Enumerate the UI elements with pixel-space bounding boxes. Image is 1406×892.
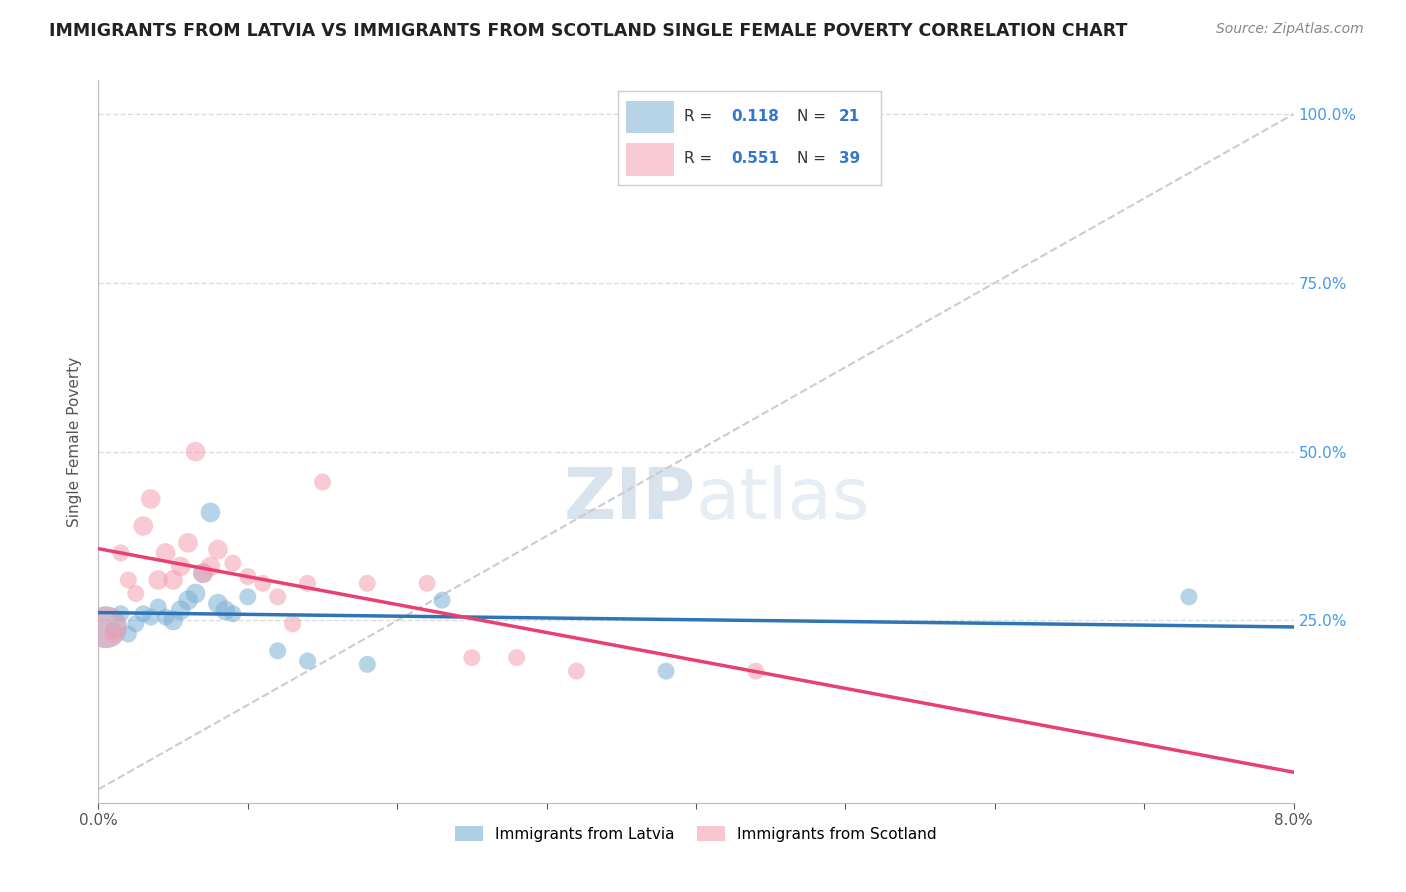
Point [103, 624, 125, 638]
Point [207, 597, 229, 611]
Point [297, 576, 319, 591]
Text: Source: ZipAtlas.com: Source: ZipAtlas.com [1216, 22, 1364, 37]
Point [252, 576, 274, 591]
Point [162, 573, 184, 587]
Point [191, 566, 214, 581]
Point [162, 614, 184, 628]
Point [155, 610, 177, 624]
Point [506, 650, 529, 665]
Point [169, 603, 191, 617]
Point [117, 573, 139, 587]
Point [297, 654, 319, 668]
Point [236, 590, 259, 604]
Point [236, 569, 259, 583]
Text: IMMIGRANTS FROM LATVIA VS IMMIGRANTS FROM SCOTLAND SINGLE FEMALE POVERTY CORRELA: IMMIGRANTS FROM LATVIA VS IMMIGRANTS FRO… [49, 22, 1128, 40]
Point [565, 664, 588, 678]
Point [139, 491, 162, 506]
Text: ZIP: ZIP [564, 465, 696, 533]
Point [267, 590, 290, 604]
Point [1178, 590, 1201, 604]
Point [191, 566, 214, 581]
Legend: Immigrants from Latvia, Immigrants from Scotland: Immigrants from Latvia, Immigrants from … [447, 818, 945, 849]
Point [461, 650, 484, 665]
Point [177, 593, 200, 607]
Point [356, 657, 378, 672]
Point [745, 664, 768, 678]
Point [200, 559, 222, 574]
Point [169, 559, 191, 574]
Point [117, 627, 139, 641]
Point [655, 664, 678, 678]
Point [139, 610, 162, 624]
Point [94, 620, 117, 634]
Point [110, 607, 132, 621]
Point [222, 607, 245, 621]
Point [356, 576, 378, 591]
Point [207, 542, 229, 557]
Point [132, 519, 155, 533]
Point [267, 644, 290, 658]
Point [94, 620, 117, 634]
Point [103, 627, 125, 641]
Point [184, 444, 207, 458]
Point [281, 616, 304, 631]
Point [177, 536, 200, 550]
Point [214, 603, 236, 617]
Point [125, 586, 148, 600]
Point [125, 616, 148, 631]
Point [430, 593, 453, 607]
Point [222, 556, 245, 570]
Point [148, 573, 170, 587]
Text: atlas: atlas [696, 465, 870, 533]
Point [311, 475, 333, 489]
Point [132, 607, 155, 621]
Point [416, 576, 439, 591]
Y-axis label: Single Female Poverty: Single Female Poverty [67, 357, 83, 526]
Point [184, 586, 207, 600]
Point [110, 546, 132, 560]
Point [200, 505, 222, 519]
Point [155, 546, 177, 560]
Point [148, 599, 170, 614]
